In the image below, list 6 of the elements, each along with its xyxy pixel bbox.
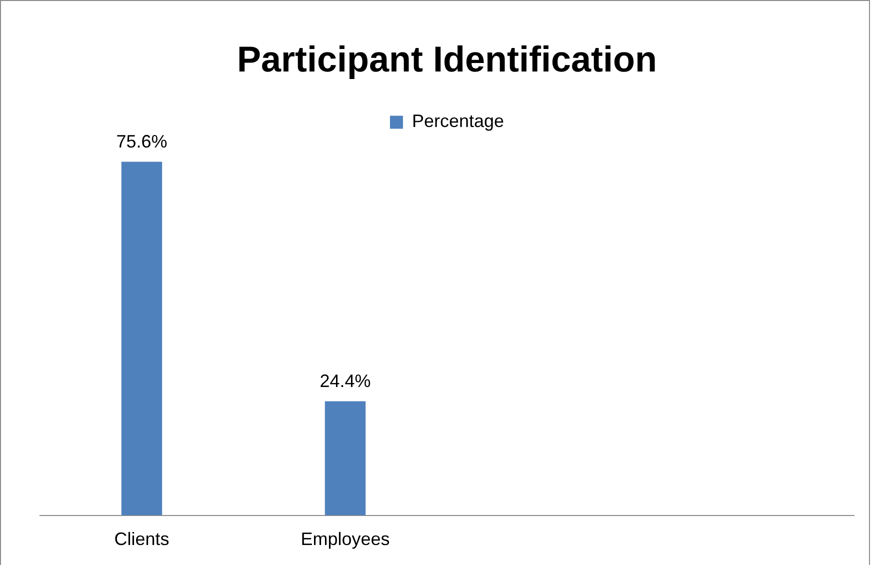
legend-label: Percentage <box>412 111 504 132</box>
data-label: 24.4% <box>320 371 371 392</box>
data-label: 75.6% <box>116 132 168 152</box>
x-tick-label: Employees <box>300 529 390 550</box>
x-tick-label: Clients <box>114 529 170 550</box>
chart-title: Participant Identification <box>236 38 658 80</box>
